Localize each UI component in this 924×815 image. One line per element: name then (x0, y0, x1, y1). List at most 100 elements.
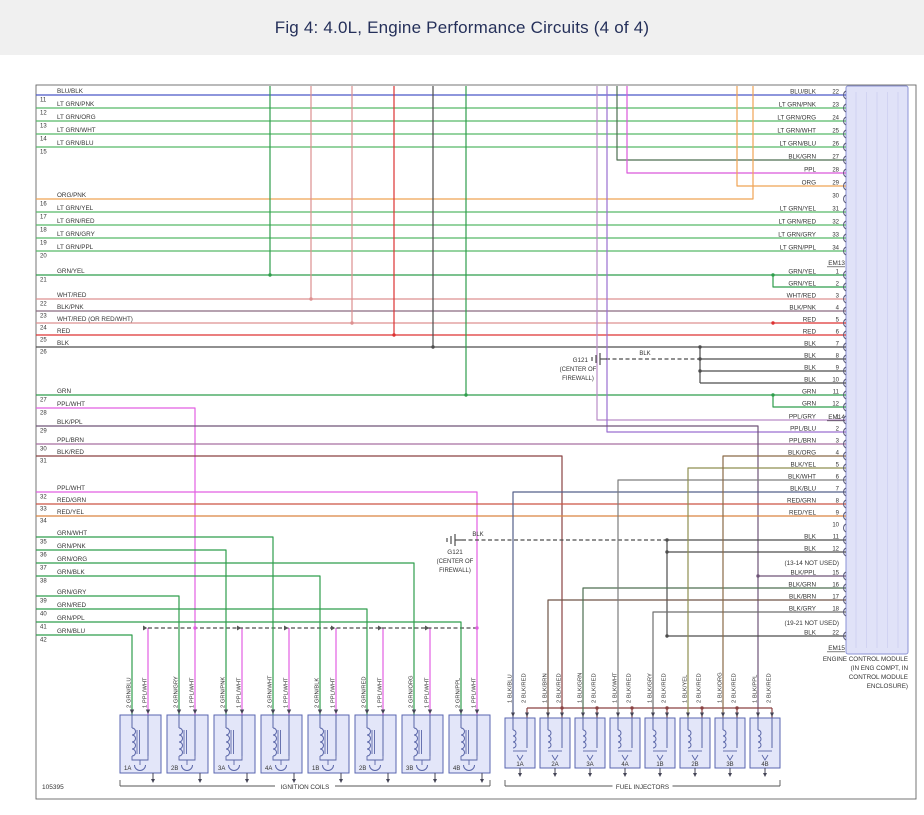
wire-entry-arrow-icon (546, 712, 550, 717)
right-pin-number: 15 (832, 571, 839, 577)
wire-entry-arrow-icon (286, 709, 292, 714)
coil-id: 2B (171, 766, 178, 772)
right-pin-number: 8 (836, 354, 840, 360)
wire-entry-arrow-icon (616, 712, 620, 717)
pin-socket-icon (843, 155, 847, 165)
left-pin-number: 21 (40, 278, 47, 284)
coil-id: 3B (406, 766, 413, 772)
right-pin-number: 6 (836, 475, 840, 481)
left-wire-label: LT GRN/BLU (57, 140, 94, 147)
injector-wire-label: 2 BLK/RED (662, 673, 668, 703)
pin-socket-icon (843, 233, 847, 243)
pin-socket-icon (843, 535, 847, 545)
coil-tower-icon (134, 764, 146, 771)
pin-socket-icon (843, 342, 847, 352)
left-pin-number: 31 (40, 459, 47, 465)
wire-entry-arrow-icon (239, 709, 245, 714)
pin-socket-icon (843, 415, 847, 425)
left-pin-number: 30 (40, 447, 47, 453)
ignition-coil (448, 714, 491, 774)
arrow-down-icon (245, 779, 249, 783)
wire (36, 407, 196, 715)
left-wire-label: BLK/RED (57, 449, 84, 456)
left-pin-number: 38 (40, 579, 47, 585)
pin-socket-icon (843, 270, 847, 280)
wire-entry-arrow-icon (192, 709, 198, 714)
left-pin-number: 22 (40, 302, 47, 308)
coil-wire-label: 2 GRN/ORG (409, 675, 415, 708)
right-pin-number: 31 (832, 207, 839, 213)
injector-nozzle-icon (726, 754, 734, 761)
arrow-down-icon (292, 779, 296, 783)
junction-dot (560, 706, 564, 710)
right-pin-number: 9 (836, 366, 840, 372)
right-pin-number: 7 (836, 342, 840, 348)
right-wire-label: RED/YEL (789, 510, 816, 517)
arrow-down-icon (151, 779, 155, 783)
left-pin-number: 20 (40, 254, 47, 260)
pin-socket-icon (843, 220, 847, 230)
left-wire-label: WHT/RED (OR RED/WHT) (57, 316, 133, 323)
wire (772, 275, 846, 288)
ignition-coil (166, 714, 209, 774)
left-wire-label: LT GRN/PNK (57, 101, 95, 108)
right-wire-label: LT GRN/PPL (780, 245, 817, 252)
coil-id: 2B (359, 766, 366, 772)
wire-entry-arrow-icon (735, 712, 739, 717)
coil-wire-label: 2 GRN/BLK (315, 678, 321, 708)
junction-dot (350, 321, 354, 325)
injector-id: 4A (621, 762, 628, 768)
pin-socket-icon (843, 318, 847, 328)
injector-wire-label: 2 BLK/RED (592, 673, 598, 703)
arrow-down-icon (763, 773, 767, 777)
injector-id: 1B (656, 762, 663, 768)
wire (36, 562, 415, 715)
wire-entry-arrow-icon (770, 712, 774, 717)
left-pin-number: 29 (40, 429, 47, 435)
injector-wire-label: 1 BLK/WHT (613, 672, 619, 703)
left-wire-label: GRN/WHT (57, 530, 87, 537)
wire (512, 491, 846, 718)
pin-socket-icon (843, 378, 847, 388)
ecm-caption-line: CONTROL MODULE (849, 674, 908, 681)
coil-winding-icon (319, 727, 324, 757)
right-pin-number: 2 (836, 427, 840, 433)
left-pin-number: 15 (40, 150, 47, 156)
pin-socket-icon (843, 547, 847, 557)
ignition-coil (354, 714, 397, 774)
right-pin-number: 27 (832, 155, 839, 161)
wire (36, 575, 321, 715)
junction-dot (665, 634, 669, 638)
pin-socket-icon (843, 354, 847, 364)
left-wire-label: GRN/RED (57, 602, 86, 609)
right-pin-number: 17 (832, 595, 839, 601)
left-wire-label: GRN/YEL (57, 268, 85, 275)
arrow-down-icon (433, 779, 437, 783)
pin-socket-icon (843, 282, 847, 292)
right-wire-label: GRN/YEL (788, 269, 816, 276)
ground-location: FIREWALL) (562, 376, 594, 382)
wire-entry-arrow-icon (595, 712, 599, 717)
arrow-down-icon (623, 773, 627, 777)
wire-entry-arrow-icon (630, 712, 634, 717)
left-pin-number: 19 (40, 241, 47, 247)
wire (596, 86, 846, 421)
right-pin-number: 33 (832, 233, 839, 239)
pin-socket-icon (843, 90, 847, 100)
coil-id: 4A (265, 766, 272, 772)
coil-tower-icon (463, 764, 475, 771)
right-wire-label: GRN (802, 401, 816, 408)
figure-title: Fig 4: 4.0L, Engine Performance Circuits… (274, 17, 650, 37)
pin-socket-icon (843, 402, 847, 412)
ecm-caption-line: ENGINE CONTROL MODULE (823, 656, 908, 663)
coil-wire-label: 1 PPL/WHT (472, 677, 478, 708)
left-wire-label: BLU/BLK (57, 88, 84, 95)
left-pin-number: 26 (40, 350, 47, 356)
right-pin-number: 26 (832, 142, 839, 148)
pin-socket-icon (843, 246, 847, 256)
wire (36, 595, 180, 715)
right-pin-number: 11 (833, 535, 840, 541)
pin-socket-icon (843, 583, 847, 593)
connector-name: EM14 (828, 414, 845, 421)
left-wire-label: LT GRN/ORG (57, 114, 96, 121)
